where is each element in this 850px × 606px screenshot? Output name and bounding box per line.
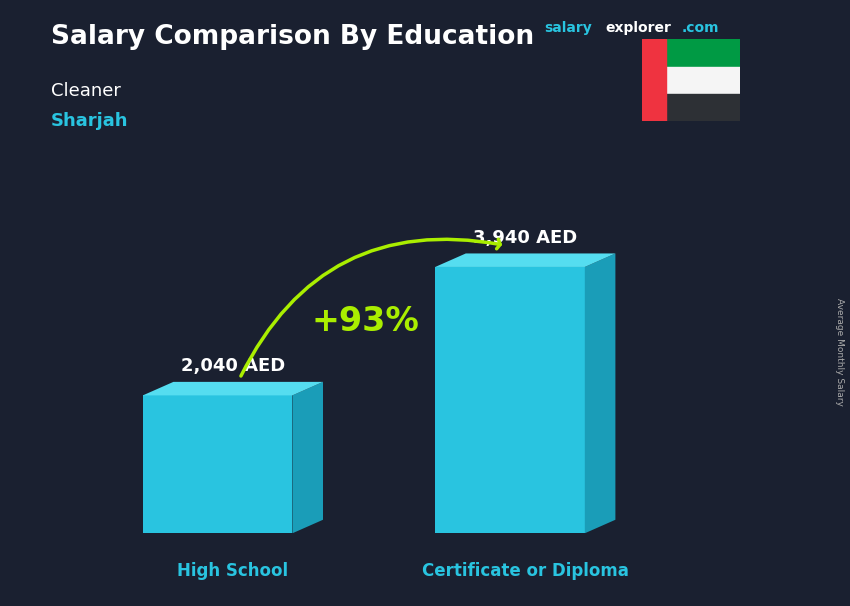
Text: +93%: +93% bbox=[312, 305, 419, 338]
Polygon shape bbox=[292, 382, 323, 533]
Polygon shape bbox=[435, 267, 585, 533]
Polygon shape bbox=[435, 253, 615, 267]
Text: Certificate or Diploma: Certificate or Diploma bbox=[422, 562, 629, 580]
Polygon shape bbox=[143, 382, 323, 395]
Bar bbox=[642, 94, 740, 121]
Text: .com: .com bbox=[682, 21, 719, 35]
Polygon shape bbox=[143, 395, 292, 533]
Text: Sharjah: Sharjah bbox=[51, 112, 128, 130]
Text: 2,040 AED: 2,040 AED bbox=[181, 357, 285, 375]
Text: High School: High School bbox=[178, 562, 288, 580]
Text: salary: salary bbox=[544, 21, 592, 35]
Text: 3,940 AED: 3,940 AED bbox=[473, 228, 577, 247]
Text: Salary Comparison By Education: Salary Comparison By Education bbox=[51, 24, 534, 50]
Bar bbox=[642, 39, 666, 121]
Bar bbox=[642, 67, 740, 94]
Bar bbox=[642, 39, 740, 67]
Polygon shape bbox=[585, 253, 615, 533]
Text: Cleaner: Cleaner bbox=[51, 82, 121, 100]
Text: Average Monthly Salary: Average Monthly Salary bbox=[835, 298, 844, 405]
Text: explorer: explorer bbox=[605, 21, 671, 35]
